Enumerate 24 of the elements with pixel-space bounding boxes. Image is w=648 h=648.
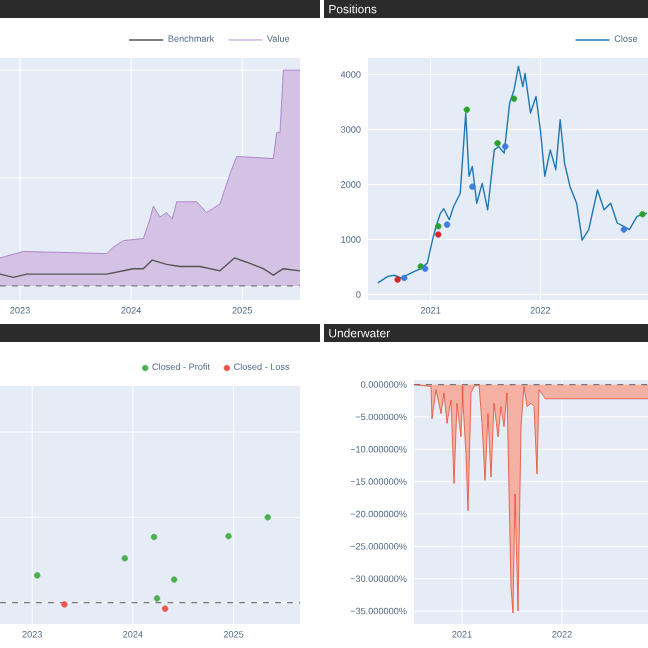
point: [463, 106, 471, 113]
point: [161, 605, 169, 612]
point: [469, 183, 476, 190]
point: [417, 263, 424, 270]
point: [121, 555, 129, 562]
point: [443, 221, 451, 228]
point: [150, 533, 158, 541]
point: [264, 514, 271, 521]
point: [421, 265, 429, 272]
point: [502, 143, 509, 150]
point: [494, 140, 501, 147]
point: [394, 276, 401, 283]
point: [34, 572, 41, 579]
point: [153, 595, 161, 602]
point: [401, 274, 408, 282]
point: [61, 601, 68, 608]
point: [639, 211, 646, 218]
point: [510, 95, 518, 102]
point: [620, 226, 628, 233]
point: [435, 231, 442, 238]
point: [435, 223, 442, 230]
point: [170, 576, 178, 583]
line-series: [377, 65, 648, 284]
point: [225, 532, 232, 540]
